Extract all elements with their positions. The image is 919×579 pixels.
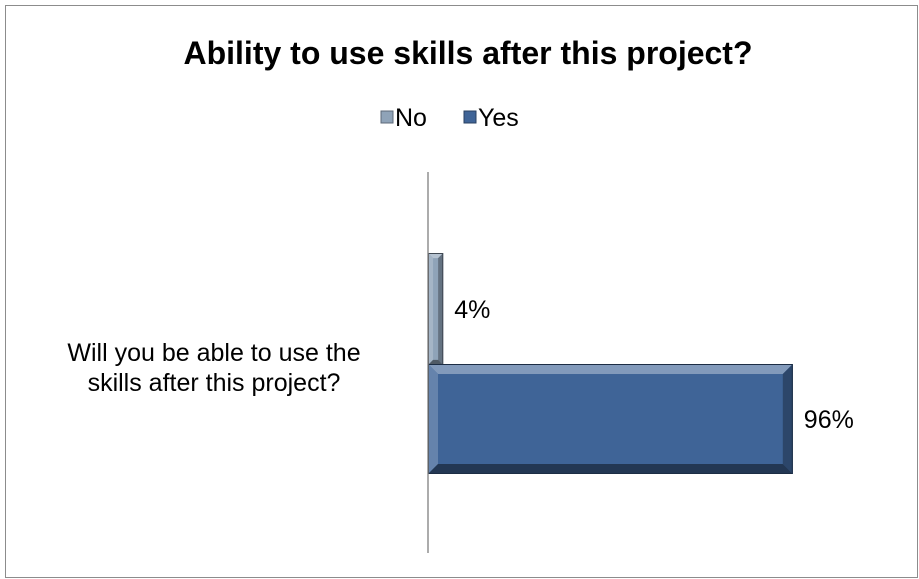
- chart-frame: [5, 5, 918, 578]
- bar-no: [428, 253, 444, 365]
- bar-yes-bevel-left: [428, 364, 438, 474]
- bar-no-bevel-bottom: [428, 359, 444, 365]
- data-labels: 4% 96%: [454, 296, 854, 434]
- chart-title: Ability to use skills after this project…: [183, 35, 752, 71]
- data-label-no: 4%: [454, 296, 490, 324]
- legend: No Yes: [380, 104, 519, 132]
- bar-no-bevel-top: [428, 253, 444, 259]
- legend-label-yes: Yes: [478, 104, 519, 132]
- bar-no-bevel-left: [428, 253, 434, 365]
- bar-yes-bevel-right: [782, 364, 793, 474]
- bar-no-bevel-right: [438, 253, 444, 365]
- legend-swatch-no: [380, 110, 394, 124]
- category-label-line-1: Will you be able to use the: [67, 339, 360, 367]
- bar-yes-fill: [428, 364, 793, 474]
- legend-label-no: No: [395, 104, 427, 132]
- bar-yes: [428, 364, 793, 474]
- legend-swatch-yes: [463, 110, 477, 124]
- bar-yes-bevel-top: [428, 364, 793, 374]
- bar-yes-bevel-bottom: [428, 464, 793, 474]
- category-label-line-2: skills after this project?: [88, 369, 341, 397]
- data-label-yes: 96%: [804, 406, 854, 434]
- bars: [428, 253, 793, 474]
